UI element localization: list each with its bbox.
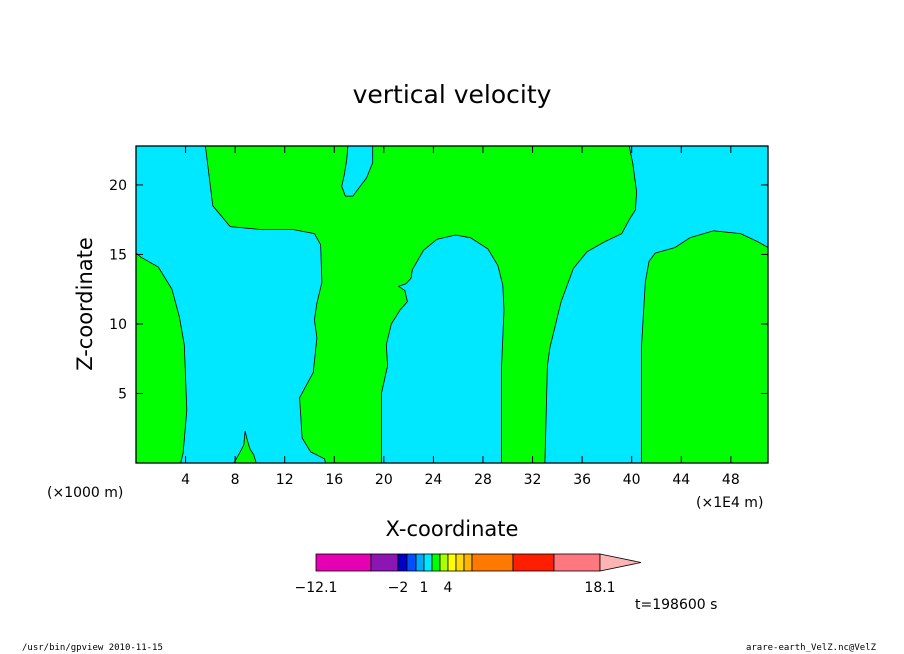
colorbar-cell [423,553,433,572]
chart-title: vertical velocity [353,80,552,109]
y-tick-label: 15 [109,247,127,263]
x-tick-label: 20 [375,472,393,488]
x-unit-right: (×1E4 m) [696,495,763,511]
footer-right: arare-earth_VelZ.nc@VelZ [746,643,877,653]
x-tick-label: 24 [424,472,442,488]
colorbar-cell [406,553,417,572]
colorbar-cell [512,553,555,572]
colorbar-label: 1 [420,580,429,596]
contour-region-4 [233,430,257,464]
contour-region-0 [135,145,327,464]
y-tick-label: 20 [109,178,127,194]
contour-region-2 [380,234,505,464]
colorbar: −12.1 −2 1 4 18.1 [295,553,642,596]
x-unit-left: (×1000 m) [47,485,123,501]
colorbar-cell [315,553,372,572]
y-tick-label: 5 [118,386,127,402]
colorbar-cell [415,553,425,572]
contour-region-1 [341,145,374,197]
colorbar-cell [463,553,473,572]
colorbar-cell [553,553,601,572]
x-tick-label: 32 [524,472,542,488]
x-axis-label: X-coordinate [386,517,519,541]
x-axis: 4 8 12 16 20 24 28 32 36 40 44 48 [181,146,740,488]
x-tick-label: 40 [623,472,641,488]
y-tick-label: 10 [109,317,127,333]
x-tick-label: 44 [672,472,690,488]
colorbar-cell [397,553,408,572]
colorbar-cell [471,553,514,572]
x-tick-label: 4 [181,472,190,488]
x-tick-label: 36 [573,472,591,488]
colorbar-cell [439,553,449,572]
time-label: t=198600 s [635,597,717,613]
colorbar-cell [455,553,465,572]
x-tick-label: 28 [474,472,492,488]
x-tick-label: 16 [325,472,343,488]
colorbar-label: −12.1 [295,580,338,596]
y-axis-label: Z-coordinate [73,237,97,371]
x-tick-label: 8 [231,472,240,488]
colorbar-label: 4 [444,580,453,596]
plot-area [135,145,769,464]
colorbar-label: 18.1 [584,580,615,596]
colorbar-extend-arrow [599,553,642,572]
colorbar-cell [447,553,457,572]
x-tick-label: 48 [722,472,740,488]
plot-frame [135,145,769,464]
y-axis: 5 10 15 20 [109,178,768,402]
x-tick-label: 12 [276,472,294,488]
colorbar-cell [370,553,399,572]
footer-left: /usr/bin/gpview 2010-11-15 [22,643,163,653]
colorbar-cell [431,553,441,572]
colorbar-label: −2 [388,580,409,596]
